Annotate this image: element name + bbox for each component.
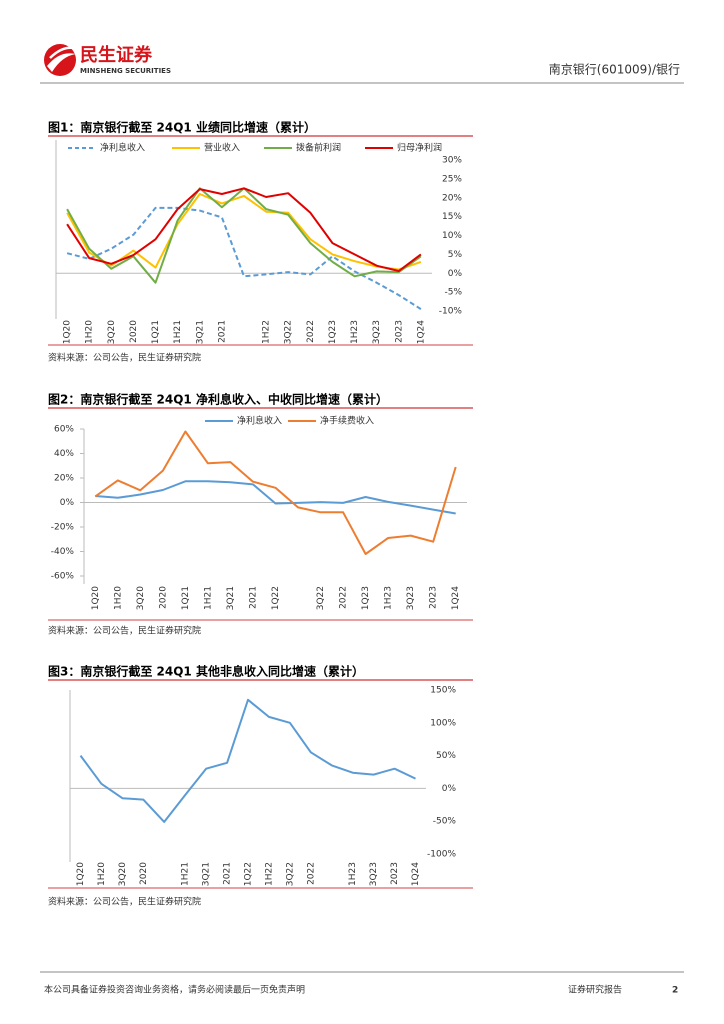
x-tick-label: 1H22: [262, 320, 272, 344]
series-line: [94, 430, 457, 555]
disclaimer: 本公司具备证券投资咨询业务资格，请务必阅读最后一页免责声明: [44, 984, 305, 996]
x-tick-label: 1Q20: [76, 862, 86, 887]
x-tick-label: 3Q21: [195, 320, 205, 344]
x-tick-label: 3Q21: [226, 586, 236, 610]
x-tick-label: 3Q22: [284, 320, 294, 344]
brand-en: MINSHENG SECURITIES: [80, 67, 171, 75]
y-tick-label: -60%: [51, 572, 75, 582]
x-tick-label: 1H22: [264, 862, 274, 886]
y-tick-label: -5%: [444, 288, 462, 298]
series-line: [66, 193, 422, 271]
x-tick-label: 1Q22: [271, 586, 281, 610]
x-tick-label: 2023: [394, 320, 404, 343]
figure-title: 图2：南京银行截至 24Q1 净利息收入、中收同比增速（累计）: [48, 392, 388, 407]
y-tick-label: 40%: [54, 449, 74, 459]
x-tick-label: 3Q20: [118, 862, 128, 887]
x-tick-label: 1H21: [181, 862, 191, 886]
y-tick-label: -50%: [433, 817, 457, 827]
y-tick-label: -20%: [51, 523, 75, 533]
y-tick-label: 0%: [448, 269, 463, 279]
y-tick-label: 15%: [442, 212, 462, 222]
legend-label: 拨备前利润: [296, 142, 341, 154]
x-tick-label: 2020: [139, 862, 149, 885]
legend-label: 净手续费收入: [320, 415, 374, 427]
y-tick-label: -100%: [427, 850, 456, 860]
x-tick-label: 2022: [339, 586, 349, 609]
x-tick-label: 1H20: [97, 862, 107, 886]
x-tick-label: 2021: [217, 320, 227, 343]
x-tick-label: 1H20: [85, 320, 95, 344]
series-line: [79, 698, 416, 823]
x-tick-label: 2022: [306, 320, 316, 343]
x-tick-label: 2020: [129, 320, 139, 343]
x-tick-label: 3Q22: [316, 586, 326, 610]
brand: 民生证券: [80, 44, 153, 66]
y-tick-label: 10%: [442, 231, 462, 241]
x-tick-label: 3Q22: [285, 862, 295, 886]
x-tick-label: 3Q23: [406, 586, 416, 610]
y-tick-label: 0%: [442, 784, 457, 794]
y-tick-label: 0%: [60, 498, 75, 508]
legend-label: 净利息收入: [237, 415, 282, 427]
x-tick-label: 2020: [158, 586, 168, 609]
logo: [44, 44, 76, 76]
x-tick-label: 2021: [223, 862, 233, 885]
y-tick-label: -10%: [439, 307, 463, 317]
x-tick-label: 1H23: [350, 320, 360, 344]
x-tick-label: 3Q23: [372, 320, 382, 344]
x-tick-label: 1Q23: [361, 586, 371, 610]
x-tick-label: 1H20: [113, 586, 123, 610]
x-tick-label: 2021: [248, 586, 258, 609]
x-tick-label: 1Q20: [91, 586, 101, 611]
source: 资料来源：公司公告，民生证券研究院: [48, 896, 201, 908]
x-tick-label: 1Q24: [416, 320, 426, 345]
report-name: 南京银行(601009)/银行: [549, 62, 680, 77]
y-tick-label: 150%: [430, 686, 456, 696]
x-tick-label: 1Q22: [244, 862, 254, 886]
series-line: [95, 480, 456, 515]
y-tick-label: 60%: [54, 425, 74, 435]
x-tick-label: 1Q21: [181, 586, 191, 610]
x-tick-label: 1Q21: [151, 320, 161, 344]
x-tick-label: 1H21: [203, 586, 213, 610]
x-tick-label: 3Q23: [369, 862, 379, 886]
x-tick-label: 1Q24: [451, 586, 461, 611]
y-tick-label: 100%: [430, 718, 456, 728]
y-tick-label: 25%: [442, 174, 462, 184]
source: 资料来源：公司公告，民生证券研究院: [48, 352, 201, 364]
x-tick-label: 3Q20: [107, 320, 117, 345]
x-tick-label: 1H23: [348, 862, 358, 886]
y-tick-label: -40%: [51, 547, 75, 557]
page-number: 2: [672, 986, 678, 996]
y-tick-label: 30%: [442, 156, 462, 166]
footer-label: 证券研究报告: [568, 984, 622, 996]
x-tick-label: 1Q24: [411, 862, 421, 887]
x-tick-label: 2022: [306, 862, 316, 885]
legend-label: 净利息收入: [100, 142, 145, 154]
x-tick-label: 3Q21: [202, 862, 212, 886]
y-tick-label: 50%: [436, 751, 456, 761]
x-tick-label: 1Q23: [328, 320, 338, 344]
y-tick-label: 20%: [54, 474, 74, 484]
legend-label: 归母净利润: [397, 142, 442, 154]
x-tick-label: 2023: [429, 586, 439, 609]
y-tick-label: 20%: [442, 193, 462, 203]
series-line: [66, 187, 422, 284]
x-tick-label: 1Q20: [63, 320, 73, 345]
x-tick-label: 1H23: [384, 586, 394, 610]
series-line: [66, 187, 422, 272]
legend-label: 营业收入: [204, 142, 240, 154]
x-tick-label: 3Q20: [136, 586, 146, 611]
figure-title: 图1：南京银行截至 24Q1 业绩同比增速（累计）: [48, 120, 316, 135]
source: 资料来源：公司公告，民生证券研究院: [48, 625, 201, 637]
y-tick-label: 5%: [448, 250, 463, 260]
x-tick-label: 2023: [390, 862, 400, 885]
figure-title: 图3：南京银行截至 24Q1 其他非息收入同比增速（累计）: [48, 664, 364, 679]
x-tick-label: 1H21: [173, 320, 183, 344]
